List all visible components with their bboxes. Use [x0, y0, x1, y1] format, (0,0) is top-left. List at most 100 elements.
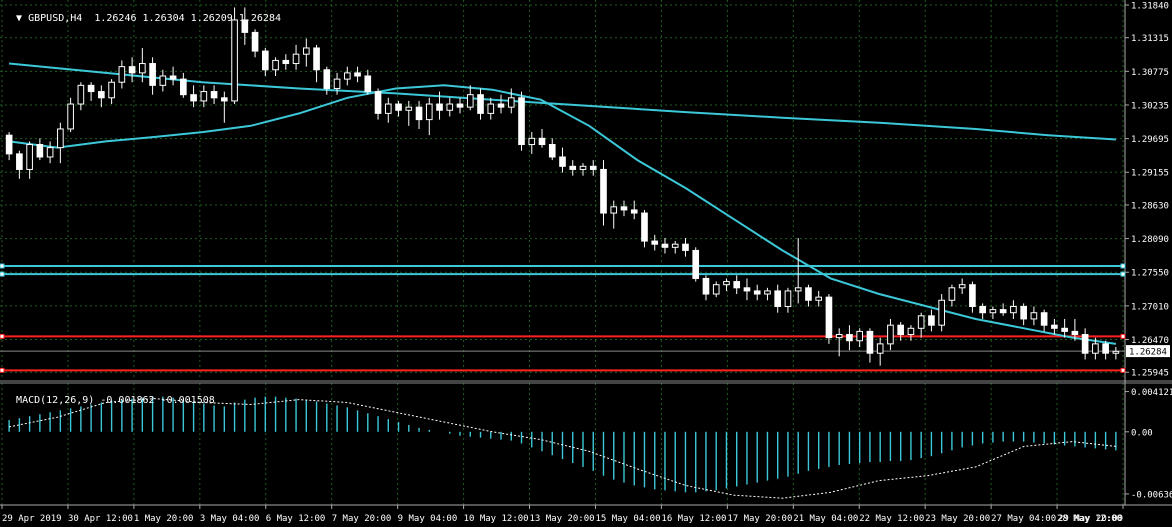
candle-body — [969, 284, 976, 307]
candle-body — [87, 84, 95, 93]
candle-body — [405, 106, 413, 111]
price-tick-label: 1.31315 — [1131, 34, 1169, 44]
candle-body — [487, 103, 495, 114]
candle-body — [251, 31, 259, 52]
candle-body — [374, 91, 382, 114]
candle-body — [794, 287, 802, 292]
candle-body — [528, 137, 536, 146]
candle-body — [1020, 305, 1027, 320]
candle-body — [1030, 312, 1038, 320]
candle-body — [805, 287, 812, 301]
price-tick-label: 1.30775 — [1131, 68, 1169, 78]
candle-body — [743, 287, 751, 292]
current-price-label: 1.26284 — [1129, 348, 1167, 358]
macd-tick-label: -0.006367 — [1131, 490, 1172, 500]
level-handle — [1120, 263, 1126, 269]
candle-body — [692, 249, 700, 279]
candle-body — [928, 315, 935, 326]
candle-body — [436, 103, 443, 111]
candle-body — [999, 309, 1007, 314]
candle-body — [169, 75, 177, 80]
candle-body — [651, 240, 659, 245]
candle-body — [641, 212, 648, 242]
candle-body — [77, 84, 85, 105]
macd-signal-line — [9, 398, 1116, 499]
candle-body — [938, 299, 945, 326]
price-tick-label: 1.30235 — [1131, 101, 1169, 111]
ohlc-values: 1.26246 1.26304 1.26209 1.26284 — [94, 13, 281, 24]
candle-body — [825, 296, 833, 339]
candle-body — [395, 103, 402, 111]
candle-body — [774, 290, 782, 307]
macd-label: MACD(12,26,9) — [16, 395, 95, 406]
time-tick-label: 21 May 04:00 — [793, 514, 858, 524]
candle-body — [907, 327, 915, 336]
time-tick-label: 27 May 04:00 — [991, 514, 1056, 524]
candle-body — [846, 334, 853, 342]
candle-body — [241, 19, 249, 33]
time-tick-label: 29 Apr 2019 — [2, 514, 62, 524]
candle-body — [1051, 324, 1058, 329]
macd-header: MACD(12,26,9) -0.001862 -0.001508 — [4, 384, 215, 406]
candle-body — [1081, 334, 1089, 354]
candle-body — [118, 66, 126, 83]
candle-body — [712, 284, 720, 295]
candle-body — [682, 243, 689, 251]
candle-body — [764, 290, 771, 295]
candle-body — [620, 206, 628, 211]
candle-body — [261, 50, 269, 71]
candle-body — [507, 97, 515, 108]
moving-average-line — [8, 84, 1117, 345]
candle-body — [661, 243, 669, 248]
candle-body — [272, 59, 279, 71]
candle-body — [139, 63, 146, 74]
candle-body — [1102, 343, 1109, 354]
candle-body — [282, 59, 290, 65]
macd-values: -0.001862 -0.001508 — [100, 395, 215, 406]
candle-body — [600, 168, 607, 214]
candle-body — [887, 324, 894, 345]
candle-body — [190, 94, 197, 102]
candle-body — [5, 134, 13, 155]
candle-body — [671, 243, 679, 248]
candle-body — [200, 91, 208, 102]
candle-body — [159, 75, 167, 86]
horizontal-levels[interactable] — [0, 263, 1126, 373]
price-tick-label: 1.29155 — [1131, 169, 1169, 179]
price-tick-label: 1.26470 — [1131, 336, 1169, 346]
candle-body — [538, 137, 546, 146]
moving-average-line — [9, 62, 1116, 141]
candle-body — [979, 305, 986, 314]
candle-body — [415, 106, 423, 121]
candle-body — [384, 103, 392, 114]
candle-body — [1040, 312, 1048, 326]
candle-body — [46, 147, 54, 158]
time-tick-label: 9 May 04:00 — [398, 514, 458, 524]
time-axis: 29 Apr 2019 30 Apr 12:00 1 May 20:00 3 May … — [1, 505, 1124, 524]
time-tick-label: 17 May 20:00 — [727, 514, 792, 524]
candle-body — [292, 53, 300, 65]
price-tick-label: 1.31840 — [1131, 1, 1169, 11]
candle-body — [497, 103, 505, 108]
time-tick-label: 1 May 20:00 — [134, 514, 194, 524]
candle-body — [589, 165, 597, 170]
candlesticks — [5, 7, 1120, 366]
price-tick-label: 1.27010 — [1131, 302, 1169, 312]
candle-body — [149, 63, 156, 86]
level-handle — [1120, 333, 1126, 339]
time-tick-label: 23 May 20:00 — [925, 514, 990, 524]
candle-body — [333, 78, 341, 89]
candle-body — [446, 103, 454, 111]
candle-body — [784, 290, 792, 307]
dropdown-triangle-icon[interactable]: ▼ — [16, 13, 23, 24]
time-tick-label: 13 May 20:00 — [530, 514, 595, 524]
level-handle — [0, 333, 5, 339]
candle-body — [897, 324, 904, 336]
candle-body — [1112, 350, 1120, 354]
candle-body — [425, 103, 433, 121]
price-tick-label: 1.27550 — [1131, 269, 1169, 279]
candle-body — [815, 296, 823, 301]
candle-body — [866, 330, 874, 354]
time-tick-label: 29 May 20:00 — [1058, 514, 1123, 524]
